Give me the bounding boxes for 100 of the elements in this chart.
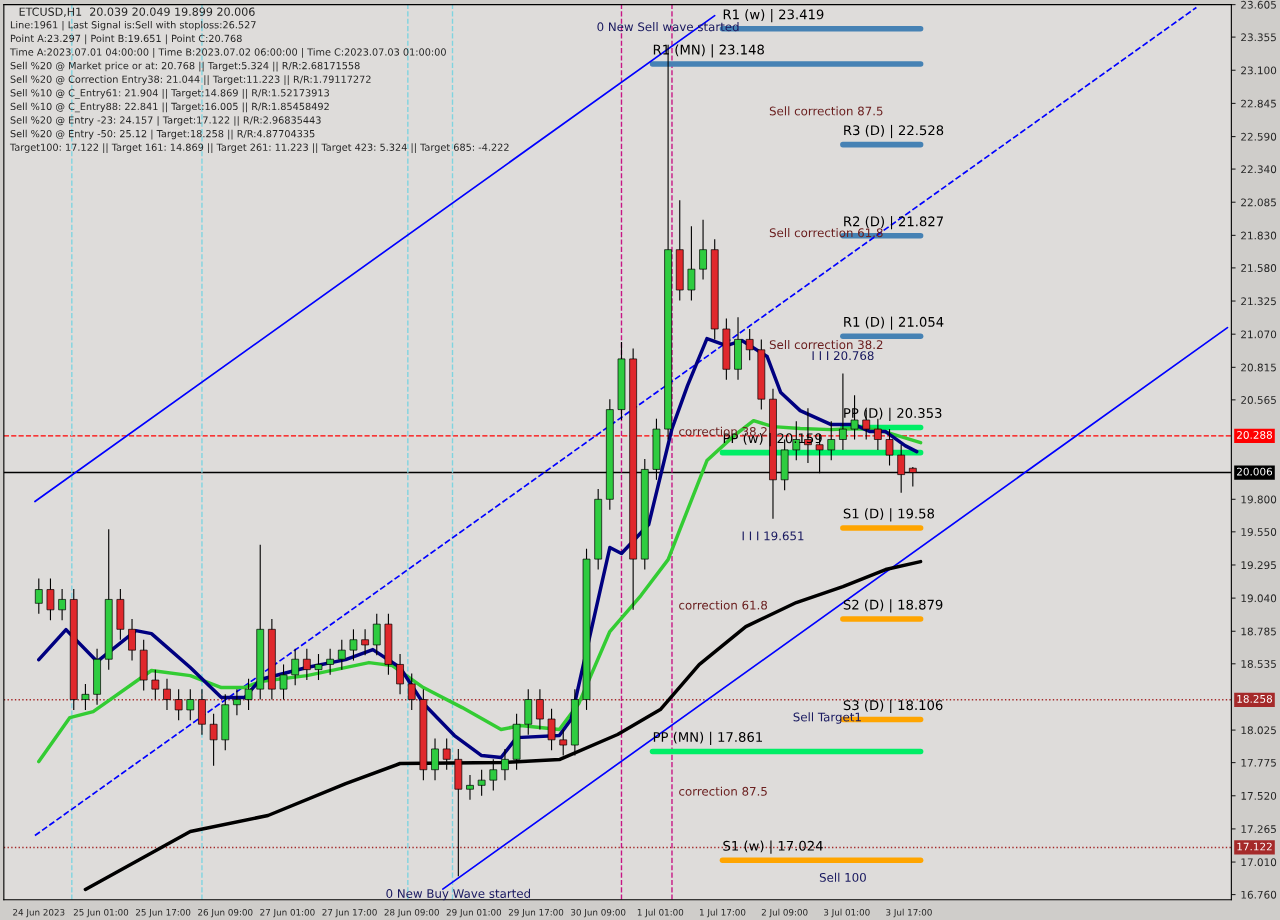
series-label: S1 (w) | 17.024: [723, 840, 823, 854]
y-tick-label: 17.775: [1241, 758, 1276, 767]
y-tick-label: 20.565: [1241, 396, 1276, 404]
series-label: S2 (D) | 18.879: [843, 599, 943, 613]
candlestick: [431, 737, 439, 781]
ref-line-label: 20.288: [1237, 431, 1273, 439]
candlestick: [536, 688, 544, 730]
candlestick: [349, 628, 358, 662]
x-tick-label: 1 Jul 17:00: [699, 908, 746, 918]
annotation: Line:1961 | Last Signal is:Sell with stoploss:26.527: [10, 20, 256, 31]
annotation: Sell correction 61.8: [769, 228, 883, 238]
x-tick-label: 2 Jul 09:00: [761, 908, 808, 918]
x-tick-label: 28 Jun 09:00: [384, 908, 439, 918]
y-tick-label: 20.815: [1241, 363, 1276, 372]
annotation: Sell %10 @ C_Entry61: 21.904 || Target:14.869 || R/R:1.52173913: [10, 88, 329, 99]
annotation: I I I 19.651: [742, 531, 804, 541]
x-tick-label: 24 Jun 2023: [13, 908, 65, 918]
y-tick-label: 17.520: [1241, 791, 1277, 800]
y-tick-label: 17.265: [1241, 825, 1276, 834]
y-tick-label: 19.040: [1241, 594, 1277, 603]
chart-title: ETCUSD,H1 20.039 20.049 19.899 20.006: [19, 7, 255, 18]
annotation: Sell %20 @ Entry -50: 25.12 | Target:18.258 || R/R:4.87704335: [10, 129, 315, 140]
ref-line-label: 18.258: [1237, 694, 1273, 703]
annotation: 0 New Buy Wave started: [386, 888, 531, 901]
x-tick-label: 25 Jun 17:00: [135, 908, 191, 918]
candlestick: [687, 225, 696, 301]
candlestick: [58, 588, 66, 621]
y-tick-label: 16.760: [1241, 890, 1277, 899]
x-tick-label: 29 Jun 17:00: [508, 908, 564, 918]
x-tick-label: 3 Jul 01:00: [824, 908, 870, 918]
x-tick-label: 27 Jun 01:00: [260, 908, 315, 918]
candlestick: [361, 628, 369, 656]
candlestick: [46, 578, 55, 621]
candlestick: [699, 219, 707, 281]
candlestick: [81, 683, 90, 711]
candlestick: [163, 678, 171, 711]
y-tick-label: 21.580: [1241, 264, 1277, 272]
annotation: Sell %20 @ Correction Entry38: 21.044 || Target:11.223 || R/R:1.79117272: [10, 75, 371, 86]
candlestick: [372, 613, 381, 656]
annotation: correction 87.5: [679, 786, 767, 796]
x-tick-label: 27 Jun 17:00: [322, 908, 377, 918]
y-tick-label: 22.085: [1241, 198, 1276, 207]
x-tick-label: 3 Jul 17:00: [886, 908, 932, 918]
candlestick: [151, 669, 160, 701]
candlestick: [745, 328, 754, 361]
candlestick: [233, 688, 241, 716]
y-tick-label: 22.340: [1241, 165, 1277, 174]
series-label: PP (MN) | 17.861: [653, 731, 762, 745]
y-tick-label: 22.845: [1241, 99, 1276, 108]
y-tick-label: 18.535: [1241, 660, 1276, 668]
annotation: Sell %20 @ Market price or at: 20.768 || Target:5.324 || R/R:2.68171558: [10, 61, 360, 72]
y-tick-label: 22.590: [1241, 132, 1277, 141]
series-label: S1 (D) | 19.58: [843, 508, 935, 522]
y-tick-label: 17.010: [1241, 858, 1277, 867]
candlestick: [885, 428, 894, 467]
annotation: Sell %20 @ Entry -23: 24.157 | Target:17.122 || R/R:2.96835443: [10, 116, 321, 126]
candlestick: [547, 708, 556, 751]
series-label: R1 (w) | 23.419: [723, 9, 824, 23]
series-label: R3 (D) | 22.528: [844, 124, 944, 139]
y-tick-label: 23.605: [1241, 0, 1276, 9]
annotation: Sell correction 87.5: [769, 106, 883, 116]
y-tick-label: 23.100: [1241, 66, 1277, 75]
x-tick-label: 30 Jun 09:00: [571, 908, 626, 918]
candlestick: [874, 418, 882, 451]
candlestick: [337, 639, 346, 671]
candlestick: [466, 774, 474, 801]
series-label: S3 (D) | 18.106: [843, 699, 943, 714]
candlestick: [174, 688, 183, 721]
candlestick: [442, 737, 451, 771]
y-tick-label: 19.295: [1241, 561, 1276, 570]
candlestick: [489, 758, 498, 792]
annotation: Time A:2023.07.01 04:00:00 | Time B:2023.07.02 06:00:00 | Time C:2023.07.03 01:00:00: [9, 48, 446, 58]
candlestick: [302, 648, 311, 681]
candlestick: [186, 688, 195, 721]
candlestick: [34, 578, 43, 615]
y-tick-label: 19.550: [1241, 528, 1277, 536]
annotation: Sell 100: [819, 872, 866, 882]
x-tick-label: 29 Jun 01:00: [446, 908, 502, 918]
y-tick-label: 21.070: [1241, 330, 1277, 339]
x-tick-label: 1 Jul 01:00: [637, 908, 684, 918]
x-tick-label: 25 Jun 01:00: [73, 908, 129, 918]
candlestick: [209, 713, 218, 767]
x-tick-label: 26 Jun 09:00: [198, 908, 253, 918]
candlestick: [396, 653, 404, 695]
y-tick-label: 18.025: [1241, 726, 1276, 735]
series-label: R1 (D) | 21.054: [844, 316, 944, 330]
candlestick: [326, 648, 334, 676]
candlestick: [128, 618, 136, 662]
y-tick-label: 18.785: [1241, 627, 1276, 636]
annotation: I I I 20.768: [812, 351, 874, 361]
candlestick: [477, 769, 486, 797]
candlestick: [314, 653, 323, 681]
y-tick-label: 19.800: [1241, 495, 1277, 504]
y-tick-label: 21.830: [1241, 231, 1277, 240]
annotation: Sell Target1: [793, 712, 861, 724]
annotation: Sell %10 @ C_Entry88: 22.841 || Target:16.005 || R/R:1.85458492: [10, 102, 329, 113]
candlestick: [559, 728, 568, 756]
ref-line-label: 20.006: [1237, 467, 1273, 476]
candlestick: [244, 678, 253, 711]
candlestick: [827, 420, 836, 461]
